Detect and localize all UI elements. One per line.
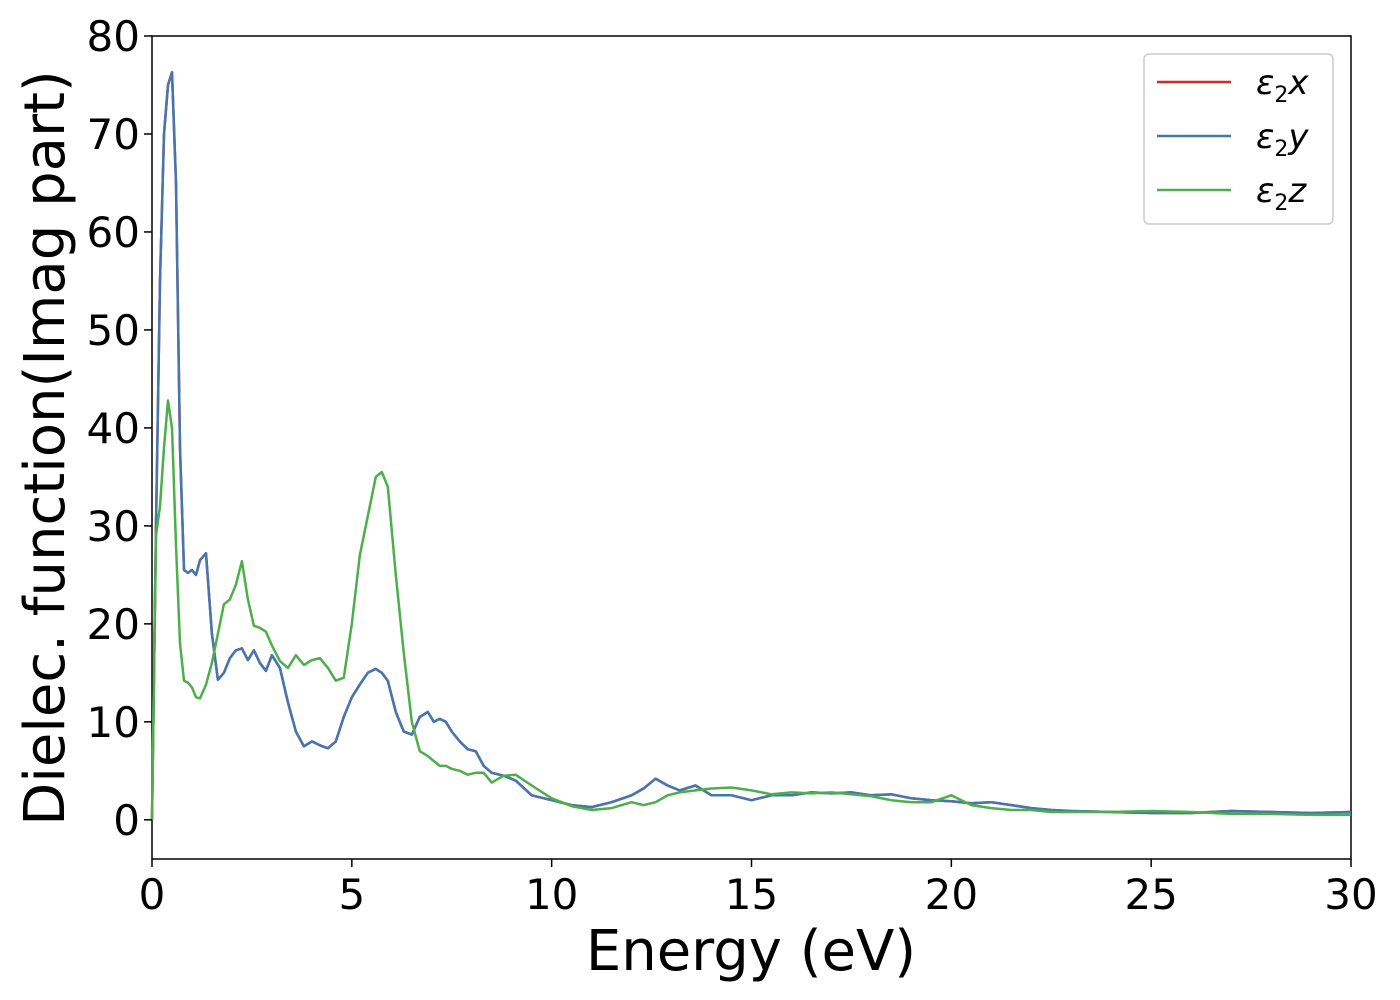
y-axis-label: Dielec. function(Imag part) <box>13 70 78 826</box>
x-axis: 0 5 10 15 20 25 30 <box>139 859 1378 919</box>
y-tick-label: 10 <box>87 698 140 747</box>
x-axis-label: Energy (eV) <box>586 919 916 984</box>
y-tick-label: 70 <box>87 110 140 159</box>
x-tick-label: 5 <box>338 870 365 919</box>
y-tick-label: 60 <box>87 208 140 257</box>
x-tick-label: 30 <box>1324 870 1377 919</box>
series-layer <box>150 71 1352 820</box>
legend: ε2x ε2y ε2z <box>1143 53 1334 225</box>
legend-label-x: ε2x <box>1256 63 1309 108</box>
y-tick-label: 30 <box>87 502 140 551</box>
legend-box <box>1143 53 1334 225</box>
x-tick-label: 20 <box>925 870 978 919</box>
y-tick-label: 20 <box>87 600 140 649</box>
x-tick-label: 15 <box>725 870 778 919</box>
y-tick-label: 40 <box>87 404 140 453</box>
series-line-y <box>150 71 1352 820</box>
y-tick-label: 80 <box>87 12 140 61</box>
y-tick-label: 0 <box>113 796 140 845</box>
y-tick-label: 50 <box>87 306 140 355</box>
series-line-z <box>150 399 1351 820</box>
y-axis: 0 10 20 30 40 50 60 70 80 <box>87 12 152 845</box>
x-tick-label: 10 <box>525 870 578 919</box>
x-tick-label: 25 <box>1124 870 1177 919</box>
x-tick-label: 0 <box>139 870 166 919</box>
legend-label-z: ε2z <box>1256 171 1307 216</box>
legend-label-y: ε2y <box>1256 117 1309 162</box>
